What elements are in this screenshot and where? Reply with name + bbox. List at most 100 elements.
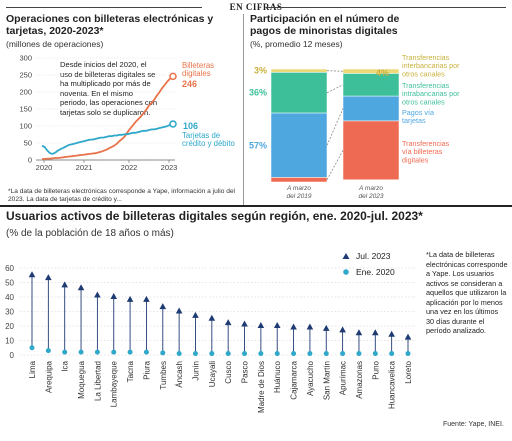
chart3-point-ene2020	[258, 351, 264, 357]
chart3-point-ene2020	[340, 351, 346, 357]
chart1-end-label-tarjetas: 106	[183, 121, 198, 131]
chart1-y-tick: 300	[19, 54, 32, 63]
chart3-point-jul2023	[61, 281, 68, 288]
chart3-point-ene2020	[176, 351, 182, 357]
chart3-point-jul2023	[110, 293, 118, 299]
chart2-right-value: 20%	[376, 80, 394, 90]
chart2-subtitle: (%, promedio 12 meses)	[250, 39, 343, 49]
chart3-category-label: Puno	[371, 360, 380, 379]
chart3-category-label: Cajamarca	[290, 360, 299, 399]
chart3-y-tick: 60	[5, 264, 14, 273]
chart3-note: *La data de billeteras electrónicas corr…	[426, 250, 508, 335]
chart3-category-label: La Libertad	[93, 361, 102, 401]
chart3-category-label: Apurímac	[339, 361, 348, 395]
chart3-point-ene2020	[209, 351, 215, 357]
chart1-legend-tarjetas: Tarjetas de crédito y débito	[182, 131, 236, 148]
chart3-point-jul2023	[388, 330, 395, 337]
section-header: EN CIFRAS	[229, 2, 283, 12]
chart3-point-jul2023	[175, 307, 183, 314]
chart3-subtitle: (% de la población de 18 años o más)	[6, 228, 174, 239]
chart3-point-ene2020	[274, 351, 280, 357]
chart2-bar-segment	[342, 120, 400, 180]
chart3-point-ene2020	[127, 349, 133, 355]
chart3-point-jul2023	[339, 326, 346, 333]
chart3-point-ene2020	[78, 349, 84, 355]
chart3-point-jul2023	[208, 314, 216, 321]
chart2-bar-segment	[270, 177, 328, 183]
chart3-y-tick: 40	[5, 293, 14, 302]
chart3-point-jul2023	[241, 320, 248, 327]
chart2-right-value: 52%	[376, 142, 394, 152]
chart2-title: Participación en el número de pagos de m…	[250, 13, 400, 37]
chart2-flow-arrow	[326, 150, 344, 180]
chart3-point-jul2023	[273, 322, 281, 328]
vertical-divider	[243, 14, 244, 206]
chart2-bar-segment	[270, 68, 328, 73]
chart3-point-ene2020	[323, 351, 329, 357]
chart3-point-jul2023	[94, 291, 101, 298]
chart2-left-value: 57%	[249, 140, 267, 150]
chart1-annotation: Desde inicios del 2020, el uso de billet…	[60, 60, 158, 117]
chart2-left-value: 3%	[254, 66, 267, 76]
chart1-x-tick: 2021	[76, 163, 93, 172]
chart2-right-value: 22%	[376, 110, 394, 120]
chart1-y-tick: 150	[19, 105, 32, 114]
chart1-legend-billeteras: Billeteras digitales	[182, 61, 214, 78]
chart3-legend-marker-ene2020	[343, 269, 349, 275]
chart3-point-ene2020	[111, 349, 117, 355]
chart2-legend-0: Transferencias interbancarias por otros ca…	[402, 53, 460, 78]
chart3-y-tick: 20	[5, 322, 14, 331]
chart3-point-jul2023	[77, 284, 85, 291]
chart2-bar-segment	[342, 68, 400, 74]
chart1-series-line	[42, 75, 174, 160]
chart3-point-ene2020	[160, 350, 166, 356]
chart2-right-value: 4%	[376, 68, 389, 78]
chart3-category-label: Cusco	[224, 360, 233, 383]
chart3-category-label: Loreto	[404, 360, 413, 383]
chart1-y-tick: 200	[19, 88, 32, 97]
chart3-legend-marker-jul2023	[342, 253, 350, 259]
chart3-point-jul2023	[143, 295, 150, 302]
chart3-point-ene2020	[405, 351, 411, 357]
chart3-source: Fuente: Yape, INEI.	[443, 421, 504, 428]
chart2-bar-segment	[270, 112, 328, 178]
chart1-end-point	[169, 120, 177, 128]
chart3-point-ene2020	[45, 348, 51, 354]
chart3-point-jul2023	[404, 333, 412, 340]
chart2-legend-3: Transferencias vía billeteras digitales	[402, 139, 450, 164]
chart3-category-label: Huánuco	[273, 360, 282, 393]
chart3-category-label: Ayacucho	[306, 360, 315, 396]
header-rule-right	[266, 7, 506, 8]
chart3-point-jul2023	[126, 295, 134, 302]
chart3-y-tick: 10	[5, 337, 14, 346]
chart3-category-label: Lambayeque	[110, 360, 119, 407]
chart1-x-tick: 2022	[121, 163, 138, 172]
chart3-point-jul2023	[372, 329, 379, 336]
chart3-point-jul2023	[28, 271, 36, 278]
chart3-point-ene2020	[307, 351, 313, 357]
chart1-y-tick: 100	[19, 122, 32, 131]
chart3-point-ene2020	[356, 351, 362, 357]
chart3-legend-jul2023: Jul. 2023	[356, 251, 391, 261]
chart3-category-label: Amazonas	[355, 361, 364, 399]
chart3-point-ene2020	[242, 351, 248, 357]
chart3-category-label: Huancavelica	[388, 360, 397, 409]
chart3-point-jul2023	[159, 303, 167, 310]
chart1-y-tick: 0	[28, 156, 32, 165]
chart3-point-jul2023	[45, 274, 52, 281]
chart3-category-label: Ica	[61, 360, 70, 371]
chart3-category-label: Madre de Dios	[257, 361, 266, 413]
chart3-y-tick: 50	[5, 279, 14, 288]
chart3-category-label: Moquegua	[77, 360, 86, 398]
chart2-legend-1: Transferencias intrabancarias por otros ca…	[402, 81, 460, 106]
chart2-bar-segment	[270, 72, 328, 114]
chart2-left-value: 36%	[249, 88, 267, 98]
chart1-x-tick: 2020	[36, 163, 53, 172]
chart3-category-label: Junín	[191, 361, 200, 381]
chart3-point-jul2023	[355, 329, 363, 336]
chart3-category-label: Ucayali	[208, 361, 217, 387]
chart1-x-tick: 2023	[161, 163, 178, 172]
chart3-point-jul2023	[322, 324, 330, 331]
chart3-category-label: San Martín	[322, 361, 331, 400]
